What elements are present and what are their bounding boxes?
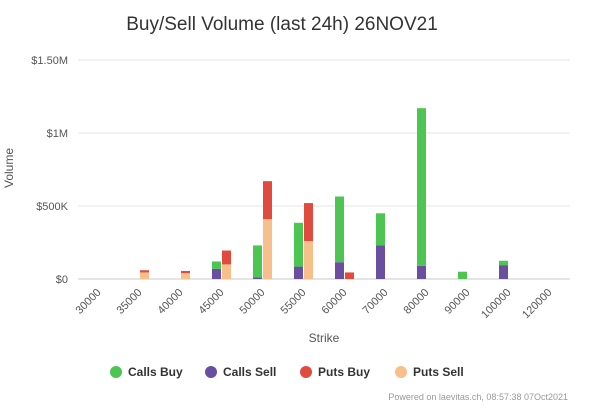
bar-calls-sell-50000[interactable] xyxy=(253,277,262,279)
x-tick-label: 60000 xyxy=(320,287,350,317)
x-tick-label: 35000 xyxy=(115,287,145,317)
bar-puts-sell-40000[interactable] xyxy=(181,273,190,279)
bar-puts-sell-45000[interactable] xyxy=(222,264,231,279)
bar-calls-buy-80000[interactable] xyxy=(417,108,426,266)
bar-calls-buy-70000[interactable] xyxy=(376,213,385,246)
bar-calls-sell-55000[interactable] xyxy=(294,266,303,279)
bar-puts-buy-40000[interactable] xyxy=(181,270,190,274)
x-axis-ticks: 30000 35000 40000 45000 50000 55000 60000 70000… xyxy=(74,287,555,321)
bar-puts-buy-45000[interactable] xyxy=(222,250,231,265)
x-tick-label: 30000 xyxy=(74,287,104,317)
y-axis-label: Volume xyxy=(2,148,16,188)
bar-calls-buy-60000[interactable] xyxy=(335,196,344,263)
bar-puts-sell-50000[interactable] xyxy=(263,219,272,279)
x-tick-label: 120000 xyxy=(520,287,554,321)
legend-marker xyxy=(110,366,122,378)
bar-calls-buy-50000[interactable] xyxy=(253,245,262,278)
bar-calls-sell-80000[interactable] xyxy=(417,265,426,279)
x-tick-label: 100000 xyxy=(479,287,513,321)
x-tick-label: 55000 xyxy=(279,287,309,317)
legend-marker xyxy=(205,366,217,378)
legend-item-puts-sell[interactable]: Puts Sell xyxy=(395,365,464,379)
legend-label: Puts Sell xyxy=(413,365,464,379)
bar-calls-sell-70000[interactable] xyxy=(376,245,385,279)
x-tick-label: 90000 xyxy=(443,287,473,317)
x-tick-label: 80000 xyxy=(402,287,432,317)
bar-puts-buy-60000[interactable] xyxy=(345,272,354,279)
bar-puts-buy-55000[interactable] xyxy=(304,203,313,242)
chart-title: Buy/Sell Volume (last 24h) 26NOV21 xyxy=(126,14,438,35)
y-axis-ticks: $0 $500K $1M $1.50M xyxy=(31,55,68,286)
y-tick-label: $1M xyxy=(47,128,68,140)
bar-calls-buy-90000[interactable] xyxy=(458,271,467,279)
y-tick-label: $1.50M xyxy=(31,55,68,67)
y-tick-label: $0 xyxy=(56,274,68,286)
legend-item-puts-buy[interactable]: Puts Buy xyxy=(300,365,370,379)
bar-puts-buy-35000[interactable] xyxy=(140,270,149,273)
legend-marker xyxy=(395,366,407,378)
x-axis-label: Strike xyxy=(309,331,340,345)
credits-text: Powered on laevitas.ch, 08:57:38 07Oct20… xyxy=(388,392,568,402)
y-tick-label: $500K xyxy=(36,201,68,213)
bar-puts-buy-50000[interactable] xyxy=(263,181,272,220)
x-tick-label: 50000 xyxy=(238,287,268,317)
bar-calls-buy-45000[interactable] xyxy=(212,261,221,269)
legend-label: Calls Sell xyxy=(223,365,276,379)
bar-puts-sell-35000[interactable] xyxy=(140,272,149,279)
x-tick-label: 45000 xyxy=(197,287,227,317)
bar-calls-sell-60000[interactable] xyxy=(335,262,344,279)
bar-calls-sell-100000[interactable] xyxy=(499,265,508,279)
bar-calls-buy-55000[interactable] xyxy=(294,222,303,267)
legend-marker xyxy=(300,366,312,378)
bar-puts-sell-55000[interactable] xyxy=(304,241,313,279)
bar-calls-sell-45000[interactable] xyxy=(212,268,221,279)
bars xyxy=(140,108,508,279)
bar-calls-buy-100000[interactable] xyxy=(499,260,508,266)
x-tick-label: 40000 xyxy=(156,287,186,317)
x-tick-label: 70000 xyxy=(361,287,391,317)
legend-item-calls-buy[interactable]: Calls Buy xyxy=(110,365,183,379)
legend-item-calls-sell[interactable]: Calls Sell xyxy=(205,365,276,379)
legend: Calls Buy Calls Sell Puts Buy Puts Sell xyxy=(110,365,464,379)
legend-label: Puts Buy xyxy=(318,365,370,379)
grid-lines xyxy=(78,59,570,280)
legend-label: Calls Buy xyxy=(128,365,183,379)
